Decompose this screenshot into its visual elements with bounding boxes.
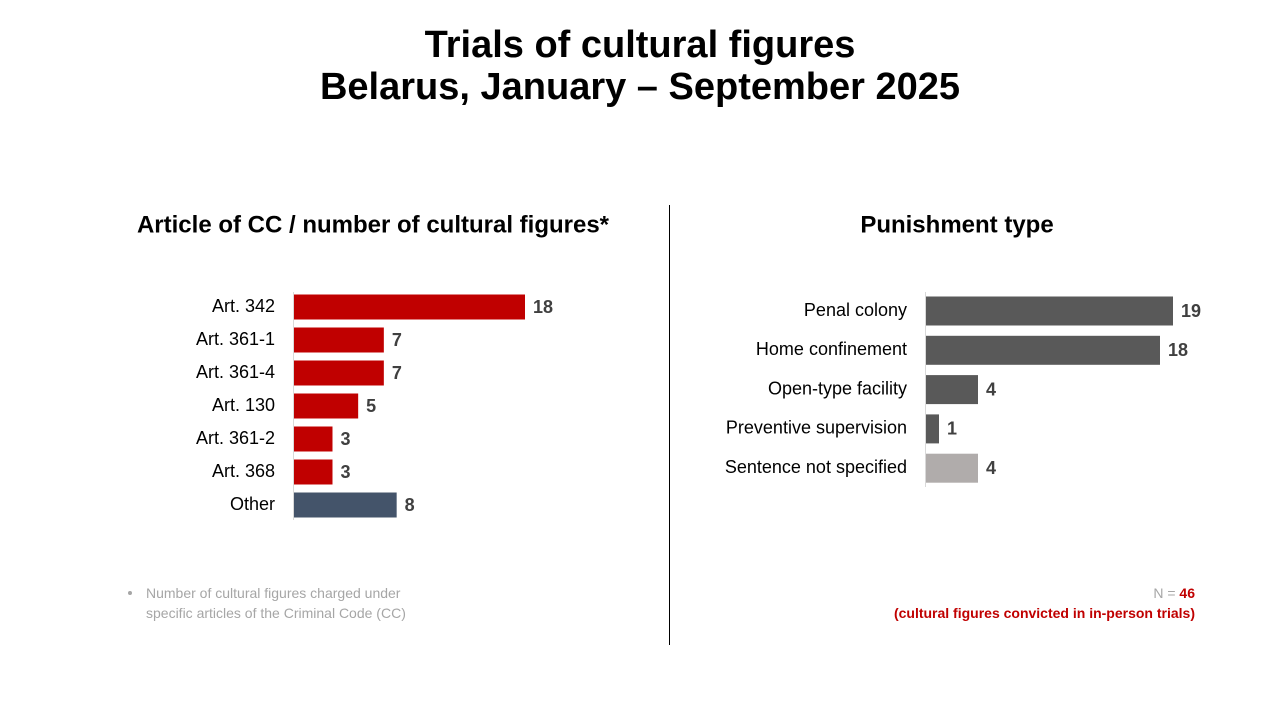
- category-label: Art. 361-2: [196, 428, 275, 448]
- value-label: 7: [392, 330, 402, 350]
- chart-title: Article of CC / number of cultural figur…: [137, 211, 610, 238]
- category-label: Art. 368: [212, 461, 275, 481]
- category-label: Open-type facility: [768, 378, 907, 398]
- category-label: Art. 342: [212, 296, 275, 316]
- n-label: N =: [1153, 585, 1176, 601]
- value-label: 7: [392, 363, 402, 383]
- bar: [926, 453, 978, 483]
- bar: [294, 393, 359, 419]
- value-label: 19: [1181, 301, 1201, 321]
- footnote: Number of cultural figures charged under…: [128, 583, 448, 623]
- value-label: 18: [533, 297, 553, 317]
- bar: [926, 335, 1160, 365]
- category-label: Art. 361-4: [196, 362, 275, 382]
- footnote-text: Number of cultural figures charged under…: [146, 585, 406, 621]
- value-label: 4: [986, 379, 996, 399]
- value-label: 5: [366, 396, 376, 416]
- n-description: (cultural figures convicted in in-person…: [893, 605, 1195, 621]
- category-label: Other: [230, 494, 275, 514]
- n-value: 46: [1179, 585, 1195, 601]
- bar: [294, 459, 333, 485]
- bar: [294, 426, 333, 452]
- title: Trials of cultural figures: [425, 24, 856, 66]
- bar: [294, 327, 384, 353]
- chart-title: Punishment type: [860, 211, 1053, 238]
- value-label: 18: [1168, 340, 1188, 360]
- value-label: 3: [341, 429, 351, 449]
- value-label: 4: [986, 458, 996, 478]
- category-label: Art. 130: [212, 395, 275, 415]
- category-label: Penal colony: [804, 300, 907, 320]
- category-label: Home confinement: [756, 339, 907, 359]
- bar: [294, 360, 384, 386]
- bar: [926, 296, 1173, 326]
- category-label: Preventive supervision: [726, 418, 907, 438]
- bar: [294, 492, 397, 518]
- value-label: 1: [947, 419, 957, 439]
- bar: [294, 294, 525, 320]
- bullet: [128, 591, 132, 595]
- value-label: 8: [405, 495, 415, 515]
- bar: [926, 375, 978, 405]
- bar: [926, 414, 939, 444]
- value-label: 3: [341, 462, 351, 482]
- subtitle: Belarus, January – September 2025: [320, 66, 960, 108]
- category-label: Art. 361-1: [196, 329, 275, 349]
- category-label: Sentence not specified: [725, 457, 907, 477]
- n-note: N = 46 (cultural figures convicted in in…: [894, 583, 1195, 623]
